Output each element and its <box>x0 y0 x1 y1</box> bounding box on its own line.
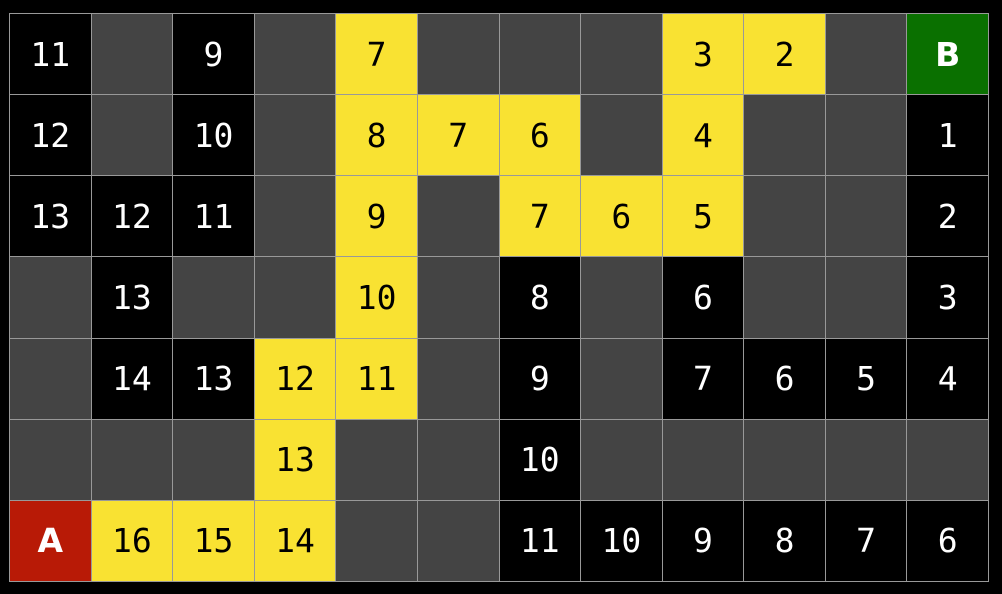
explored-cell: 11 <box>10 14 92 96</box>
wall-cell <box>825 95 908 177</box>
wall-cell <box>417 176 500 258</box>
explored-cell: 7 <box>825 500 908 582</box>
wall-cell <box>825 176 908 258</box>
explored-cell: 8 <box>499 257 582 339</box>
path-cell: 6 <box>499 95 582 177</box>
path-cell: 10 <box>336 257 418 339</box>
explored-cell: 10 <box>173 95 255 177</box>
explored-cell: 12 <box>10 95 92 177</box>
wall-cell <box>417 338 500 420</box>
explored-cell: 13 <box>10 176 92 258</box>
wall-cell <box>254 176 337 258</box>
wall-cell <box>173 257 255 339</box>
wall-cell <box>581 419 663 501</box>
explored-cell: 11 <box>499 500 582 582</box>
wall-cell <box>825 257 908 339</box>
explored-cell: 7 <box>662 338 745 420</box>
wall-cell <box>10 257 92 339</box>
explored-cell: 9 <box>662 500 745 582</box>
explored-cell: 4 <box>907 338 989 420</box>
start-cell: A <box>10 500 92 582</box>
path-cell: 3 <box>662 14 745 96</box>
explored-cell: 14 <box>91 338 174 420</box>
wall-cell <box>825 14 908 96</box>
wall-cell <box>417 14 500 96</box>
wall-cell <box>581 14 663 96</box>
explored-cell: 3 <box>907 257 989 339</box>
wall-cell <box>10 338 92 420</box>
wall-cell <box>10 419 92 501</box>
goal-cell: B <box>907 14 989 96</box>
explored-cell: 1 <box>907 95 989 177</box>
wall-cell <box>825 419 908 501</box>
wall-cell <box>744 257 826 339</box>
wall-cell <box>417 500 500 582</box>
explored-cell: 10 <box>499 419 582 501</box>
path-cell: 12 <box>254 338 337 420</box>
explored-cell: 6 <box>907 500 989 582</box>
path-cell: 8 <box>336 95 418 177</box>
wall-cell <box>254 95 337 177</box>
path-cell: 5 <box>662 176 745 258</box>
explored-cell: 8 <box>744 500 826 582</box>
explored-cell: 12 <box>91 176 174 258</box>
explored-cell: 5 <box>825 338 908 420</box>
wall-cell <box>581 257 663 339</box>
path-cell: 6 <box>581 176 663 258</box>
wall-cell <box>662 419 745 501</box>
wall-cell <box>499 14 582 96</box>
path-cell: 16 <box>91 500 174 582</box>
maze-grid: 11 9 7 3 2 B 12 10 8 7 6 4 1 13 12 11 9 7 6 5 2 13 10 8 6 3 14 13 12… <box>9 13 989 582</box>
path-cell: 13 <box>254 419 337 501</box>
explored-cell: 6 <box>744 338 826 420</box>
wall-cell <box>581 95 663 177</box>
path-cell: 15 <box>173 500 255 582</box>
wall-cell <box>254 257 337 339</box>
explored-cell: 13 <box>173 338 255 420</box>
wall-cell <box>254 14 337 96</box>
path-cell: 2 <box>744 14 826 96</box>
explored-cell: 13 <box>91 257 174 339</box>
path-cell: 7 <box>417 95 500 177</box>
explored-cell: 10 <box>581 500 663 582</box>
explored-cell: 6 <box>662 257 745 339</box>
explored-cell: 2 <box>907 176 989 258</box>
wall-cell <box>744 95 826 177</box>
wall-cell <box>744 176 826 258</box>
path-cell: 7 <box>499 176 582 258</box>
explored-cell: 9 <box>499 338 582 420</box>
path-cell: 11 <box>336 338 418 420</box>
wall-cell <box>417 257 500 339</box>
wall-cell <box>336 500 418 582</box>
wall-cell <box>907 419 989 501</box>
path-cell: 9 <box>336 176 418 258</box>
wall-cell <box>744 419 826 501</box>
wall-cell <box>91 95 174 177</box>
path-cell: 4 <box>662 95 745 177</box>
wall-cell <box>336 419 418 501</box>
wall-cell <box>581 338 663 420</box>
path-cell: 14 <box>254 500 337 582</box>
explored-cell: 9 <box>173 14 255 96</box>
explored-cell: 11 <box>173 176 255 258</box>
wall-cell <box>91 14 174 96</box>
wall-cell <box>91 419 174 501</box>
wall-cell <box>417 419 500 501</box>
wall-cell <box>173 419 255 501</box>
path-cell: 7 <box>336 14 418 96</box>
